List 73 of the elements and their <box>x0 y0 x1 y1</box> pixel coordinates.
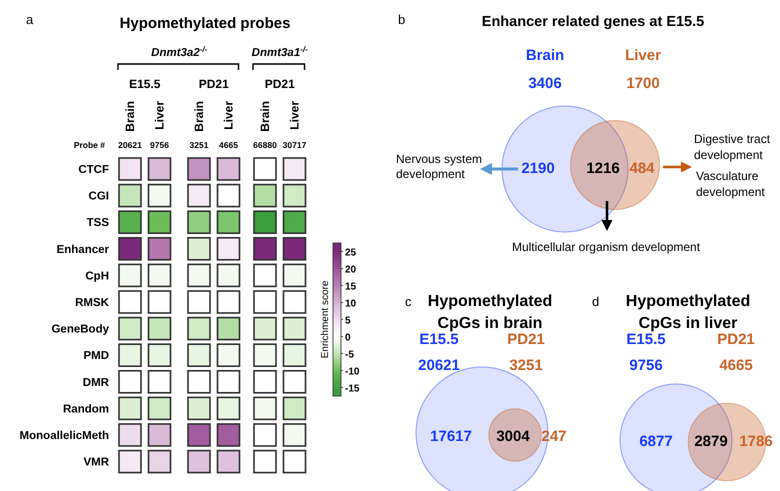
x-tick-label: Liver <box>222 100 236 130</box>
data-label: 3406 <box>528 75 562 92</box>
text: Enhancer related genes at E15.5 <box>482 14 704 30</box>
text: Hypomethylated CpGs in liver <box>626 293 750 332</box>
color-bar-label: 5 <box>345 316 351 326</box>
color-bar-label: -5 <box>345 350 354 360</box>
y-tick-label: TSS <box>86 217 110 230</box>
data-label: 9756 <box>629 357 663 374</box>
text: Hypomethylated CpGs in brain <box>428 293 552 332</box>
text: PD21 <box>198 77 230 91</box>
y-tick-label: MonoallelicMeth <box>20 430 109 442</box>
x-tick-label: Brain <box>123 101 137 132</box>
text: 3004 <box>496 428 530 445</box>
text: 2190 <box>521 160 555 177</box>
text: Dnmt3a1$^{-/-}$ <box>252 44 308 59</box>
category-label: E15.5 <box>419 331 459 348</box>
text: 1786 <box>739 433 773 450</box>
color-bar-label: -15 <box>345 384 360 394</box>
category-label: PD21 <box>507 331 545 348</box>
text: Vasculature development <box>696 169 766 199</box>
chart-title: Hypomethylated probes <box>120 15 290 32</box>
y-tick-label: CTCF <box>78 164 109 176</box>
x-tick-label: Brain <box>192 101 206 132</box>
text: 247 <box>541 428 567 445</box>
color-bar-label: 25 <box>345 248 357 258</box>
text: Probe # <box>74 140 106 150</box>
text: E15.5 <box>129 77 161 91</box>
category-label: E15.5 <box>626 331 666 348</box>
text: 484 <box>629 160 656 177</box>
text: b <box>398 12 406 27</box>
text: Dnmt3a2$^{-/-}$ <box>151 44 208 59</box>
y-tick-label: GeneBody <box>51 324 110 336</box>
color-bar-label: 0 <box>345 332 351 344</box>
text: Multicellular organism development <box>512 240 701 254</box>
text: 17617 <box>430 428 472 445</box>
text: c <box>405 294 412 309</box>
text: 66880 <box>253 140 278 150</box>
text: Nervous system development <box>396 152 482 181</box>
y-tick-label: Random <box>63 403 109 416</box>
color-bar-title: Enrichment score <box>320 280 331 358</box>
text: 20621 <box>118 140 142 150</box>
color-bar-label: -10 <box>345 366 360 378</box>
text: 6877 <box>639 433 673 450</box>
y-tick-label: CGI <box>88 190 109 203</box>
text: d <box>592 294 600 309</box>
y-tick-label: VMR <box>83 456 110 469</box>
data-label: 1700 <box>626 75 660 92</box>
data-label: 4665 <box>719 357 753 374</box>
x-tick-label: Brain <box>258 101 272 132</box>
category-label: PD21 <box>717 331 755 348</box>
text: 4665 <box>219 140 238 150</box>
y-tick-label: CpH <box>85 270 109 282</box>
y-tick-label: PMD <box>83 350 109 362</box>
color-bar-label: 10 <box>345 298 357 310</box>
text: 30717 <box>282 140 307 150</box>
text: 1216 <box>586 160 620 177</box>
data-label: 3251 <box>509 357 543 374</box>
text: a <box>26 12 34 27</box>
data-label: 20621 <box>418 357 460 374</box>
text: 3251 <box>190 140 209 150</box>
color-bar-label: 15 <box>345 282 357 292</box>
category-label: Brain <box>526 47 564 64</box>
x-tick-label: Liver <box>288 100 302 130</box>
color-bar-label: 20 <box>345 264 357 276</box>
y-tick-label: Enhancer <box>56 244 110 256</box>
text: 9756 <box>150 140 170 150</box>
y-tick-label: RMSK <box>75 297 110 309</box>
text: 2879 <box>694 433 728 450</box>
category-label: Liver <box>625 47 662 64</box>
y-tick-label: DMR <box>82 376 110 389</box>
x-tick-label: Liver <box>152 100 166 130</box>
text: Digestive tract development <box>694 132 771 162</box>
text: PD21 <box>264 77 296 91</box>
